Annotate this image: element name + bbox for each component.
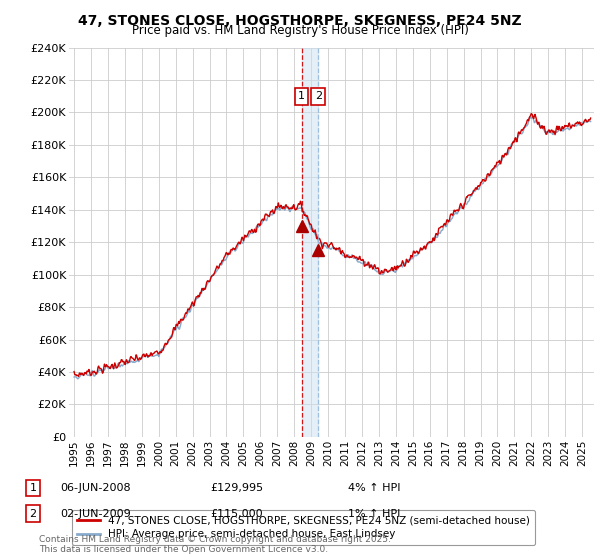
Text: Contains HM Land Registry data © Crown copyright and database right 2025.
This d: Contains HM Land Registry data © Crown c…: [39, 535, 391, 554]
Text: 4% ↑ HPI: 4% ↑ HPI: [348, 483, 401, 493]
Text: 1: 1: [29, 483, 37, 493]
Bar: [302, 48, 318, 437]
Text: £115,000: £115,000: [210, 508, 263, 519]
Text: 1% ↑ HPI: 1% ↑ HPI: [348, 508, 400, 519]
Text: 2: 2: [29, 508, 37, 519]
Text: £129,995: £129,995: [210, 483, 263, 493]
Text: 1: 1: [298, 91, 305, 101]
Text: Price paid vs. HM Land Registry's House Price Index (HPI): Price paid vs. HM Land Registry's House …: [131, 24, 469, 37]
Legend: 47, STONES CLOSE, HOGSTHORPE, SKEGNESS, PE24 5NZ (semi-detached house), HPI: Ave: 47, STONES CLOSE, HOGSTHORPE, SKEGNESS, …: [71, 510, 535, 545]
Text: 02-JUN-2009: 02-JUN-2009: [60, 508, 131, 519]
Text: 06-JUN-2008: 06-JUN-2008: [60, 483, 131, 493]
Text: 2: 2: [315, 91, 322, 101]
Text: 47, STONES CLOSE, HOGSTHORPE, SKEGNESS, PE24 5NZ: 47, STONES CLOSE, HOGSTHORPE, SKEGNESS, …: [78, 14, 522, 28]
